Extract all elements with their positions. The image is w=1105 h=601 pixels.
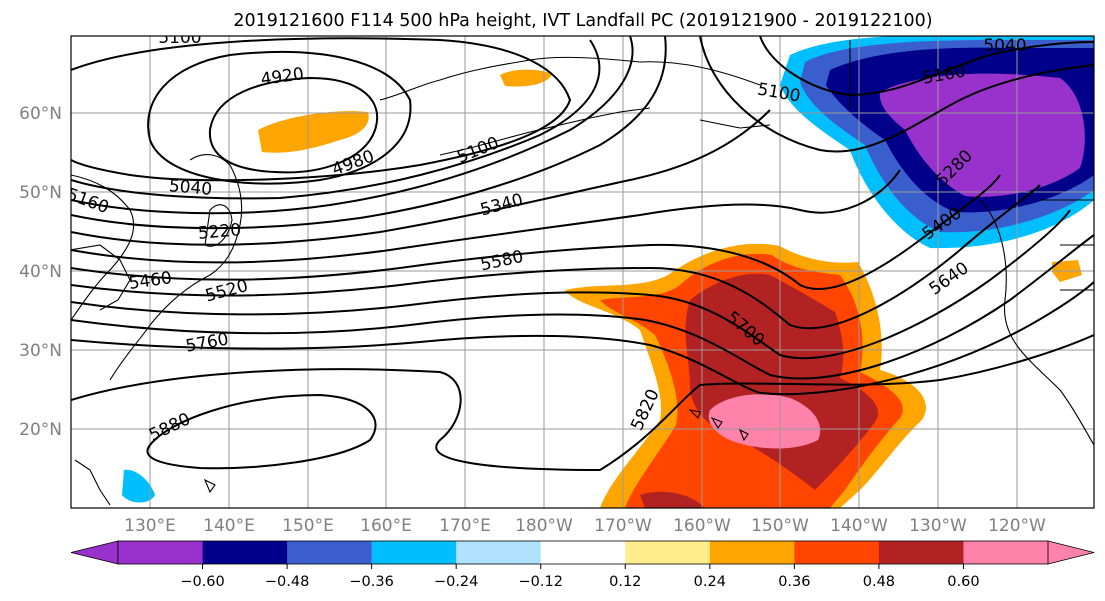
colorbar-tick-label: −0.12 [519, 574, 563, 590]
lat-label-50n: 50°N [19, 183, 62, 203]
colorbar-frame [117, 540, 1049, 565]
lat-lon-grid [71, 36, 1094, 508]
colorbar-tick-label: 0.60 [947, 574, 979, 590]
colorbar-segment [709, 541, 795, 564]
colorbar-tick-label: −0.60 [180, 574, 224, 590]
contour-label: 5220 [197, 220, 242, 244]
map-panel: 5100 4920 4980 5040 5100 5340 5580 5040 … [71, 28, 1094, 508]
map-title: 2019121600 F114 500 hPa height, IVT Land… [233, 11, 932, 31]
height-contours [71, 36, 1094, 472]
lon-label: 140°W [830, 516, 888, 536]
colorbar-segment [540, 541, 626, 564]
colorbar-segment [456, 541, 542, 564]
lat-label-60n: 60°N [19, 104, 62, 124]
map-frame [70, 35, 1095, 509]
lon-label: 170°W [594, 516, 652, 536]
lon-label: 130°W [909, 516, 967, 536]
colorbar-tick-label: −0.48 [265, 574, 309, 590]
lon-label: 160°E [360, 516, 412, 536]
lon-label: 150°W [751, 516, 809, 536]
lat-label-20n: 20°N [19, 420, 62, 440]
coastlines [71, 40, 1094, 506]
lon-label: 160°W [673, 516, 731, 536]
contour-label: 5100 [158, 28, 201, 48]
colorbar: −0.60 −0.48 −0.36 −0.24 −0.12 0.12 0.24 0.36 0.4… [70, 540, 1095, 590]
latitude-labels: 60°N 50°N 40°N 30°N 20°N [19, 104, 62, 440]
longitude-labels: 130°E 140°E 150°E 160°E 170°E 180°W 170°… [124, 516, 1046, 536]
colorbar-tick-label: 0.48 [863, 574, 895, 590]
colorbar-extend-min [70, 540, 119, 565]
colorbar-segment [118, 541, 204, 564]
lat-label-40n: 40°N [19, 262, 62, 282]
colorbar-segment [287, 541, 373, 564]
colorbar-segment [878, 541, 964, 564]
lat-label-30n: 30°N [19, 341, 62, 361]
lon-label: 170°E [439, 516, 491, 536]
colorbar-tick-label: 0.24 [694, 574, 726, 590]
colorbar-segment [963, 541, 1049, 564]
colorbar-extend-max [1047, 540, 1095, 565]
colorbar-segment [371, 541, 457, 564]
colorbar-tick-label: −0.24 [434, 574, 478, 590]
colorbar-segment [794, 541, 880, 564]
lon-label: 180°W [515, 516, 573, 536]
colorbar-segment [625, 541, 711, 564]
contour-label: 5040 [983, 36, 1026, 56]
lon-label: 140°E [203, 516, 255, 536]
contour-label: 5040 [168, 176, 213, 200]
lon-label: 150°E [282, 516, 334, 536]
colorbar-tick-label: 0.36 [778, 574, 810, 590]
colorbar-segment [202, 541, 288, 564]
lon-label: 120°W [988, 516, 1046, 536]
colorbar-tick-label: 0.12 [609, 574, 641, 590]
colorbar-tick-label: −0.36 [349, 574, 393, 590]
positive-anomaly-region [122, 69, 926, 508]
lon-label: 130°E [124, 516, 176, 536]
